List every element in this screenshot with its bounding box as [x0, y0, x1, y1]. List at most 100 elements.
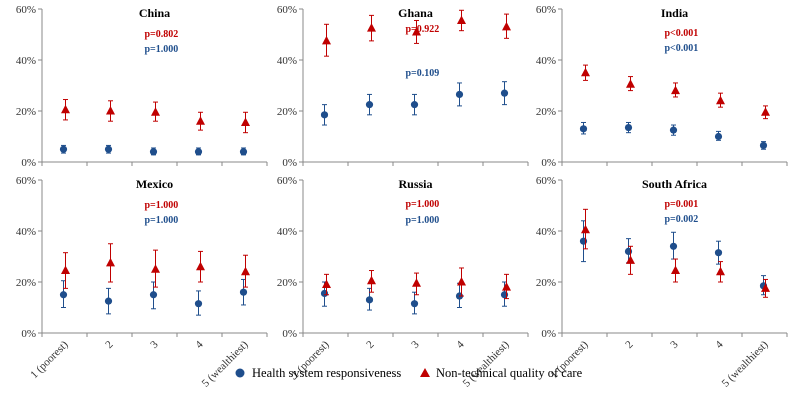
data-point-quality — [367, 275, 376, 285]
panel-south-africa: 0%20%40%60%1 (poorest) 2 3 45 (wealthiest)S… — [536, 175, 788, 390]
data-point-quality — [671, 85, 680, 95]
legend-health-label: Health system responsiveness — [252, 366, 401, 380]
panel-title: Russia — [398, 177, 432, 191]
data-point-health — [500, 291, 509, 299]
panel-title: Ghana — [398, 6, 433, 20]
p-value-health: p=1.000 — [145, 215, 179, 226]
data-point-quality — [151, 107, 160, 116]
data-point-quality — [322, 279, 331, 289]
x-tick-label: 3 — [668, 338, 681, 351]
panel-title: South Africa — [642, 177, 707, 191]
y-tick-label: 0% — [541, 328, 556, 340]
data-point-health — [59, 291, 68, 299]
data-point-health — [579, 125, 588, 133]
data-point-health — [365, 101, 374, 109]
data-point-quality — [626, 255, 635, 264]
panel-india: 0% 20% 40% 60% India p<0.001 p<0.001 — [536, 4, 788, 169]
data-point-quality — [457, 15, 466, 24]
data-point-quality — [716, 266, 725, 276]
data-point-health — [320, 289, 329, 298]
data-point-quality — [106, 257, 115, 267]
y-tick-label: 40% — [16, 226, 36, 238]
y-tick-label: 20% — [536, 277, 556, 289]
y-tick-label: 20% — [277, 106, 297, 118]
x-tick-label: 4 — [193, 338, 206, 351]
p-value-health: p=1.000 — [145, 44, 179, 55]
legend-quality-label: Non-technical quality of care — [436, 366, 583, 380]
y-tick-label: 20% — [536, 106, 556, 118]
p-value-quality: p=0.001 — [665, 199, 699, 210]
data-point-quality — [367, 23, 376, 32]
data-point-quality — [241, 117, 250, 126]
y-tick-label: 40% — [277, 55, 297, 67]
data-point-health — [579, 237, 588, 245]
data-point-health — [455, 90, 464, 99]
data-point-health — [714, 249, 723, 257]
p-value-health: p=0.002 — [665, 214, 699, 225]
data-point-health — [759, 141, 768, 150]
data-point-health — [410, 300, 419, 308]
data-point-health — [365, 296, 374, 304]
data-point-health — [669, 126, 678, 134]
data-point-quality — [457, 277, 466, 286]
data-point-quality — [196, 261, 205, 271]
data-point-health — [194, 300, 203, 308]
data-point-quality — [61, 104, 70, 114]
panel-title: India — [661, 6, 688, 20]
x-tick-label: 2 — [623, 339, 635, 351]
x-tick-label: 4 — [713, 338, 726, 351]
data-point-quality — [581, 224, 590, 234]
data-point-quality — [412, 278, 421, 287]
y-tick-label: 0% — [282, 328, 297, 340]
data-point-health — [194, 148, 203, 156]
x-tick-label: 3 — [409, 338, 422, 351]
data-point-quality — [106, 106, 115, 115]
data-point-health — [320, 111, 329, 119]
data-point-health — [624, 123, 633, 132]
data-point-quality — [322, 35, 331, 45]
x-tick-label: 2 — [103, 339, 115, 351]
data-point-health — [239, 148, 248, 156]
data-point-health — [149, 148, 158, 156]
p-value-quality: p<0.001 — [665, 28, 699, 39]
y-tick-label: 40% — [16, 55, 36, 67]
data-point-quality — [412, 26, 421, 36]
panel-mexico: 0%20%40%60%1 (poorest) 2 3 45 (wealthiest)M… — [16, 175, 268, 390]
p-value-health: p=0.109 — [406, 68, 440, 79]
data-point-quality — [761, 283, 770, 292]
data-point-health — [239, 288, 248, 296]
p-value-health: p=1.000 — [406, 215, 440, 226]
y-tick-label: 60% — [16, 175, 36, 187]
data-point-quality — [151, 264, 160, 273]
legend-health-marker — [235, 368, 245, 378]
data-point-health — [104, 297, 113, 305]
y-tick-label: 20% — [277, 277, 297, 289]
y-tick-label: 60% — [16, 4, 36, 16]
y-tick-label: 0% — [541, 157, 556, 169]
y-tick-label: 0% — [21, 328, 36, 340]
data-point-quality — [502, 21, 511, 31]
y-tick-label: 20% — [16, 277, 36, 289]
data-point-health — [59, 145, 68, 153]
y-tick-label: 60% — [536, 4, 556, 16]
data-point-quality — [626, 79, 635, 88]
legend-quality-marker — [420, 368, 430, 377]
data-point-quality — [241, 266, 250, 276]
legend: Health system responsiveness Non-technic… — [0, 363, 800, 385]
p-value-quality: p=0.922 — [406, 24, 440, 35]
y-tick-label: 40% — [277, 226, 297, 238]
data-point-health — [624, 247, 633, 255]
data-point-health — [410, 101, 419, 109]
p-value-quality: p=1.000 — [145, 200, 179, 211]
x-tick-label: 2 — [364, 339, 376, 351]
y-tick-label: 0% — [21, 157, 36, 169]
data-point-health — [669, 242, 678, 250]
data-point-health — [714, 132, 723, 141]
y-tick-label: 40% — [536, 226, 556, 238]
data-point-quality — [581, 67, 590, 77]
p-value-quality: p=1.000 — [406, 199, 440, 210]
y-tick-label: 40% — [536, 55, 556, 67]
data-point-quality — [502, 282, 511, 291]
data-point-quality — [196, 116, 205, 125]
